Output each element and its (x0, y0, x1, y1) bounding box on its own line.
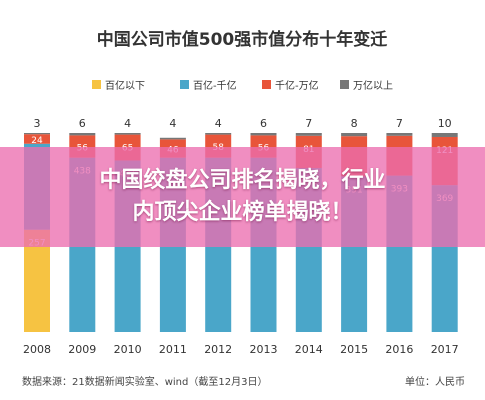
x-tick-label-2014: 2014 (295, 343, 323, 356)
top-count-label-2014: 7 (305, 117, 312, 130)
bar-segment-2014-3 (295, 133, 322, 136)
bar-segment-2017-3 (431, 133, 458, 137)
unit-note: 单位：人民币 (405, 375, 465, 388)
x-tick-label-2015: 2015 (340, 343, 368, 356)
x-tick-label-2013: 2013 (250, 343, 278, 356)
bar-segment-2008-2 (24, 134, 50, 144)
chart-title: 中国公司市值500强市值分布十年变迁 (97, 29, 388, 50)
legend-swatch-0 (92, 80, 101, 89)
x-tick-label-2011: 2011 (159, 343, 187, 356)
top-count-label-2011: 4 (169, 117, 176, 130)
bar-segment-2013-3 (250, 133, 277, 136)
chart-legend: 百亿以下 百亿-千亿 千亿-万亿 万亿以上 (92, 79, 393, 92)
bar-segment-2008-3 (24, 133, 50, 135)
legend-label-3: 万亿以上 (353, 79, 393, 92)
banner-line-2: 内顶尖企业榜单揭晓！ (132, 200, 353, 225)
legend-swatch-3 (340, 80, 349, 89)
bar-segment-2016-3 (386, 133, 413, 136)
top-count-label-2009: 6 (79, 117, 86, 130)
legend-swatch-2 (262, 80, 271, 89)
top-count-label-2013: 6 (260, 117, 267, 130)
x-tick-label-2016: 2016 (385, 343, 413, 356)
headline-banner: 中国绞盘公司排名揭晓，行业 内顶尖企业榜单揭晓！ (0, 147, 485, 247)
bar-segment-2015-3 (341, 133, 368, 137)
x-tick-label-2009: 2009 (68, 343, 96, 356)
data-source-note: 数据来源：21数据新闻实验室、wind（截至12月3日） (22, 375, 267, 388)
x-tick-label-2008: 2008 (23, 343, 51, 356)
bar-segment-2009-3 (69, 133, 96, 136)
top-count-label-2010: 4 (124, 117, 131, 130)
top-count-label-2017: 10 (438, 117, 452, 130)
legend-label-2: 千亿-万亿 (275, 79, 319, 92)
top-count-label-2016: 7 (396, 117, 403, 130)
banner-line-1: 中国绞盘公司排名揭晓，行业 (99, 168, 386, 193)
x-tick-label-2012: 2012 (204, 343, 232, 356)
bar-value-label-2008-2: 24 (31, 136, 43, 146)
top-count-label-2012: 4 (215, 117, 222, 130)
bar-segment-2010-3 (114, 133, 141, 135)
legend-label-0: 百亿以下 (105, 79, 145, 92)
legend-swatch-1 (180, 80, 189, 89)
bar-segment-2011-3 (159, 137, 186, 140)
top-count-label-2015: 8 (351, 117, 358, 130)
x-tick-label-2017: 2017 (431, 343, 459, 356)
x-tick-label-2010: 2010 (114, 343, 142, 356)
bar-segment-2012-3 (205, 133, 232, 135)
legend-label-1: 百亿-千亿 (193, 79, 237, 92)
top-count-label-2008: 3 (34, 117, 41, 130)
